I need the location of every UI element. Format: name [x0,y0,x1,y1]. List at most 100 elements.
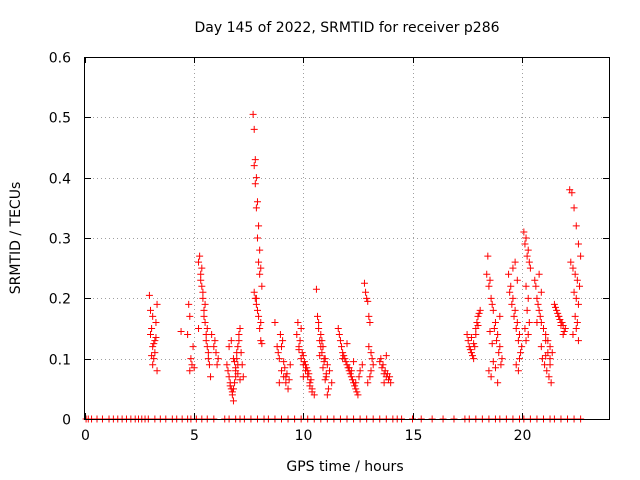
data-point [569,331,577,339]
data-point [358,361,366,369]
data-point [497,361,505,369]
data-point [233,349,241,357]
data-point [510,312,518,320]
data-point [149,312,157,320]
data-point [278,367,285,375]
data-point [352,379,360,387]
data-point [224,367,232,375]
x-tick-label: 15 [405,428,423,444]
data-point [197,276,205,284]
data-point [568,189,576,197]
data-point [328,379,336,387]
data-point [538,355,546,363]
data-point [199,294,207,302]
data-point [533,294,541,302]
data-point [531,276,539,284]
data-point [151,349,159,357]
data-point [184,331,192,339]
data-point [205,361,213,369]
data-point [365,312,373,320]
data-point [201,318,209,326]
data-point [474,312,482,320]
data-point [494,331,502,339]
data-point [275,355,283,363]
data-point [553,306,561,314]
data-point [256,270,264,278]
data-point [365,343,373,351]
data-point [496,343,504,351]
data-point [377,355,385,363]
data-point [324,385,332,393]
data-point [466,346,474,354]
data-point [493,337,501,345]
data-point [252,174,260,182]
data-point [577,252,585,260]
data-point [366,318,374,326]
data-point [485,367,493,375]
data-point [231,379,239,387]
data-point [236,376,244,384]
data-point [386,373,394,381]
data-point [235,337,243,345]
data-point [522,234,530,242]
data-point [280,358,288,366]
data-point [225,373,233,381]
data-point [335,331,343,339]
y-tick-label: 0 [62,413,71,429]
data-point [204,355,212,363]
data-point [576,282,584,290]
data-point [537,343,545,351]
data-point [326,367,334,375]
data-point [317,343,325,351]
data-point [521,325,529,332]
data-point [147,306,154,314]
data-point [571,312,579,320]
data-point [252,300,260,308]
plot-frame [84,57,610,420]
data-point [208,331,216,339]
data-point [314,312,322,320]
data-point [491,318,499,326]
data-point [253,198,261,206]
data-point [355,373,363,381]
data-point [150,340,158,348]
data-point [567,258,575,266]
data-point [212,349,220,357]
data-point [202,337,210,345]
data-point [352,385,360,393]
data-point [185,300,193,308]
data-point [526,264,534,272]
data-point [515,355,523,363]
data-point [317,331,325,339]
data-point [524,294,532,302]
data-point [572,294,580,302]
data-point [486,328,494,336]
data-point [558,318,566,326]
data-point [198,282,206,290]
data-point [199,288,207,296]
data-point [286,361,294,369]
x-tick-label: 20 [514,428,532,444]
data-point [336,337,344,345]
data-point [232,373,240,381]
data-point [489,306,497,314]
data-point [231,358,239,366]
data-point [227,337,235,345]
data-point [236,325,244,332]
data-point [491,364,499,372]
data-point [282,379,290,387]
data-point [464,337,472,345]
data-point [555,312,563,320]
data-point [552,303,560,311]
data-point [234,343,242,351]
data-point [378,364,386,372]
data-point [204,349,212,357]
data-point [376,358,384,366]
data-point [522,337,530,345]
data-point [545,373,553,381]
data-point [256,325,264,332]
data-point [470,340,478,348]
data-point [488,300,496,308]
data-point [295,346,303,354]
data-point [473,318,481,326]
